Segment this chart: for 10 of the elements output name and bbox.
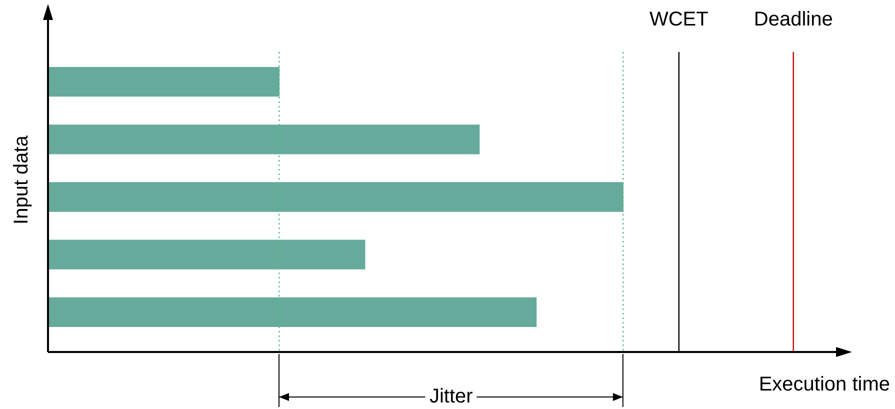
bar [48,297,537,328]
bar [48,240,366,270]
y-axis-title: Input data [10,134,33,224]
bar [48,66,280,97]
bar [48,182,624,212]
bar [48,124,480,154]
text: Jitter [429,386,474,408]
text: Execution time [758,374,890,396]
ref-line-label: WCET [649,8,708,31]
ref-line-label: Deadline [754,8,833,31]
